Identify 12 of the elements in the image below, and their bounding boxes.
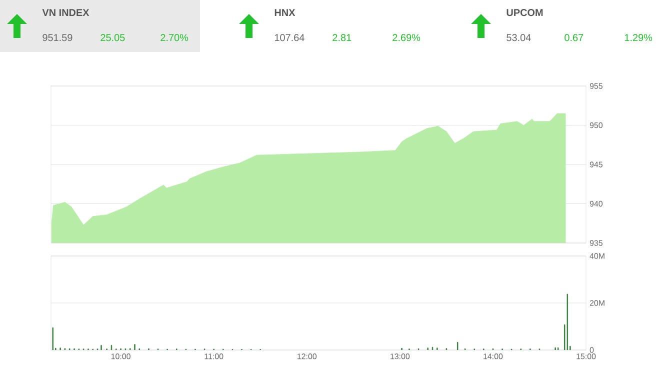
text: VN INDEX [42,9,90,16]
text: 107.64 [274,34,304,42]
text: 25.05 [100,34,125,42]
text: 2.70% [160,34,188,42]
text: 951.59 [42,34,72,42]
text: HNX [274,9,296,16]
text: 53.04 [506,34,531,42]
text: 2.81 [332,34,352,42]
text: 0.67 [564,34,584,42]
text: 2.69% [392,34,420,42]
text: 1.29% [624,34,652,42]
text: UPCOM [506,9,543,16]
